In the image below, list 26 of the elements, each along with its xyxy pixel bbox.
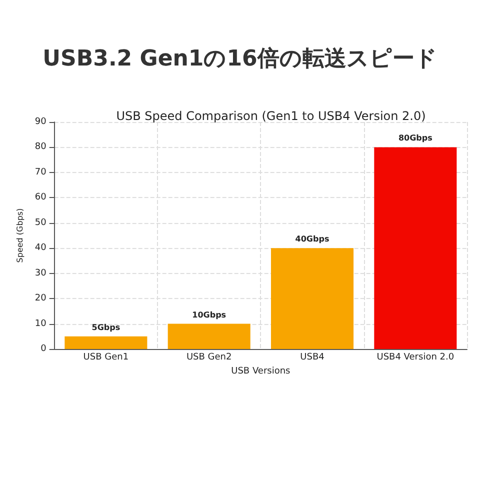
bar (168, 324, 250, 349)
data-label: 40Gbps (295, 234, 330, 244)
x-axis-title: USB Versions (231, 366, 291, 376)
y-tick-label: 10 (34, 318, 47, 329)
chart-subtitle: USB Speed Comparison (Gen1 to USB4 Version 2.0) (116, 109, 426, 123)
y-tick-label: 0 (40, 344, 47, 354)
y-tick-label: 20 (34, 294, 47, 304)
y-tick-label: 50 (34, 218, 47, 228)
data-label: 80Gbps (398, 134, 433, 143)
x-tick-label: USB Gen2 (186, 352, 232, 362)
x-tick-label: USB4 (300, 352, 325, 362)
y-tick-label: 70 (34, 167, 47, 178)
y-tick-label: 60 (34, 192, 47, 203)
bar (270, 248, 354, 349)
x-tick-label: USB4 Version 2.0 (376, 352, 454, 362)
data-label: 5Gbps (92, 322, 120, 332)
chart-title: USB3.2 Gen1の16倍の転送スピード (42, 46, 438, 72)
y-tick-label: 80 (34, 142, 47, 152)
y-tick-label: 30 (34, 268, 47, 278)
y-tick-label: 40 (34, 243, 47, 254)
bar (64, 336, 148, 349)
x-tick-label: USB Gen1 (83, 352, 129, 362)
bar (374, 147, 457, 349)
y-tick-label: 90 (34, 117, 47, 127)
y-axis-title: Speed (Gbps) (16, 208, 24, 263)
data-label: 10Gbps (192, 310, 226, 320)
